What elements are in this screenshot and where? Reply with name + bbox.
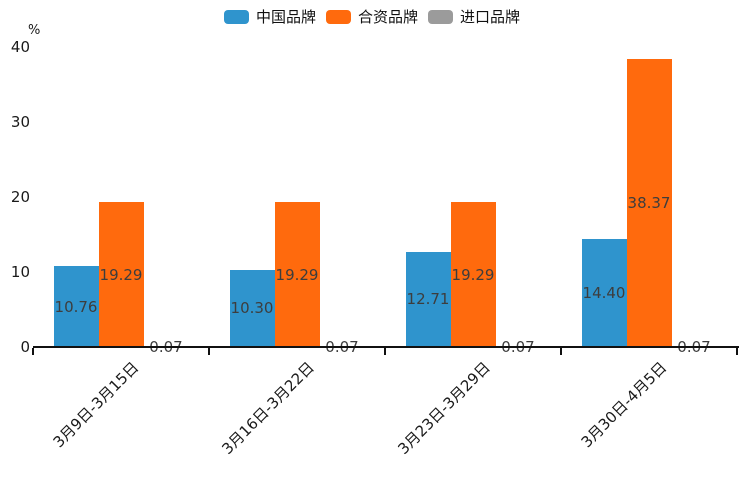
bar-value-label: 38.37 [627,194,671,213]
legend: 中国品牌 合资品牌 进口品牌 [0,9,744,25]
bar-中国品牌 [229,269,275,347]
x-axis-line [33,346,739,348]
bar-中国品牌 [581,239,627,347]
legend-item-进口品牌[interactable]: 进口品牌 [428,9,520,25]
y-tick-label: 0 [20,338,30,356]
bar-value-label: 10.30 [230,299,274,318]
y-axis-unit-label: % [28,23,41,38]
x-category-label: 3月30日-4月5日 [577,358,671,452]
x-category-label: 3月16日-3月22日 [218,358,319,458]
x-axis-tick [32,348,34,355]
legend-item-label: 合资品牌 [357,8,418,26]
x-axis-tick [384,348,386,355]
bar-合资品牌 [98,202,144,347]
bar-value-label: 12.71 [406,290,450,309]
legend-item-中国品牌[interactable]: 中国品牌 [223,8,316,26]
y-tick-label: 40 [10,38,30,56]
x-axis-tick [208,348,210,355]
legend-swatch-icon [428,10,453,24]
x-axis-tick [560,348,562,355]
legend-item-label: 中国品牌 [255,8,316,26]
x-category-label: 3月9日-3月15日 [49,358,143,452]
y-tick-label: 20 [10,188,30,206]
x-category-label: 3月23日-3月29日 [394,358,495,458]
bar-合资品牌 [626,59,672,347]
x-axis-tick [736,348,738,355]
bar-合资品牌 [274,202,320,347]
y-tick-label: 10 [10,263,30,281]
bar-value-label: 14.40 [582,284,626,302]
bar-合资品牌 [450,202,496,347]
bar-value-label: 19.29 [99,265,143,284]
legend-item-label: 进口品牌 [460,8,521,26]
bar-value-label: 19.29 [451,265,495,284]
bar-中国品牌 [53,266,99,347]
legend-swatch-icon [223,10,249,24]
legend-swatch-icon [325,10,351,24]
legend-item-合资品牌[interactable]: 合资品牌 [325,8,418,26]
bar-中国品牌 [405,251,451,347]
y-tick-label: 30 [10,113,30,131]
bar-value-label: 10.76 [54,297,98,316]
bar-value-label: 19.29 [275,265,319,284]
